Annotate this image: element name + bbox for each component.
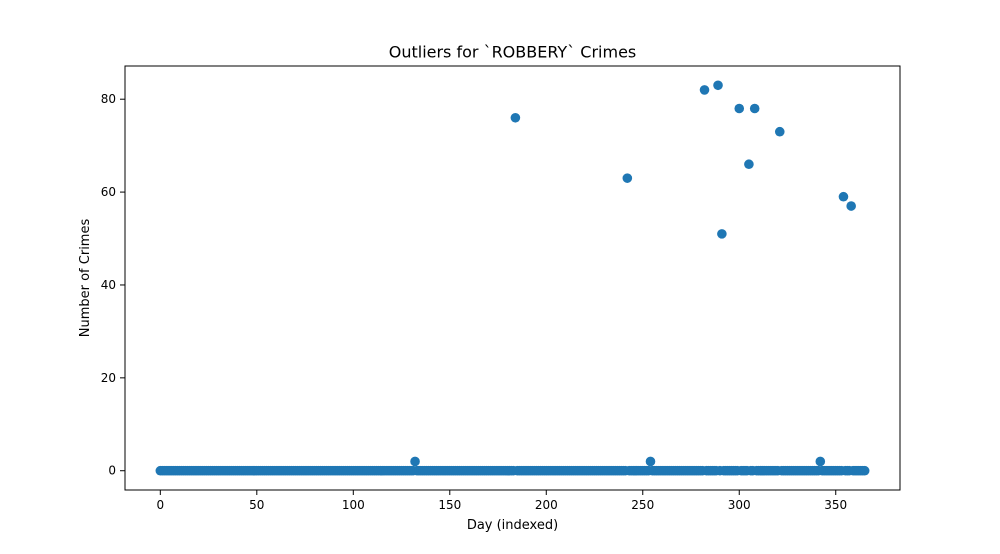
data-point bbox=[410, 456, 420, 467]
y-axis-ticks: 0 20 40 60 80 bbox=[101, 92, 125, 478]
y-tick-label: 40 bbox=[101, 278, 116, 292]
data-point bbox=[859, 465, 870, 476]
data-point bbox=[734, 103, 745, 114]
data-point bbox=[645, 456, 656, 467]
data-point bbox=[815, 456, 826, 467]
x-tick-label: 150 bbox=[438, 498, 461, 512]
x-axis-ticks: 0 50 100 150 200 250 300 350 bbox=[156, 490, 847, 512]
data-point bbox=[744, 159, 754, 170]
y-tick-label: 0 bbox=[108, 464, 116, 478]
x-tick-label: 250 bbox=[631, 498, 654, 512]
y-axis-label: Number of Crimes bbox=[78, 219, 93, 338]
data-point bbox=[838, 191, 849, 202]
plot-frame bbox=[124, 65, 901, 491]
x-tick-label: 100 bbox=[342, 498, 365, 512]
data-point bbox=[510, 112, 521, 123]
data-point bbox=[749, 103, 760, 114]
y-tick-label: 20 bbox=[101, 371, 116, 385]
data-point bbox=[713, 80, 723, 91]
x-tick-label: 0 bbox=[156, 498, 164, 512]
y-tick-label: 80 bbox=[101, 92, 116, 106]
data-point bbox=[774, 126, 785, 137]
x-tick-label: 50 bbox=[249, 498, 264, 512]
x-tick-label: 200 bbox=[535, 498, 558, 512]
data-points bbox=[155, 80, 870, 476]
x-tick-label: 350 bbox=[824, 498, 847, 512]
y-tick-label: 60 bbox=[101, 185, 116, 199]
chart-title: Outliers for `ROBBERY` Crimes bbox=[389, 43, 637, 62]
x-axis-label: Day (indexed) bbox=[467, 518, 558, 533]
data-point bbox=[699, 85, 710, 95]
data-point bbox=[622, 173, 633, 183]
data-point bbox=[846, 201, 856, 211]
data-point bbox=[717, 229, 727, 239]
x-tick-label: 300 bbox=[728, 498, 751, 512]
